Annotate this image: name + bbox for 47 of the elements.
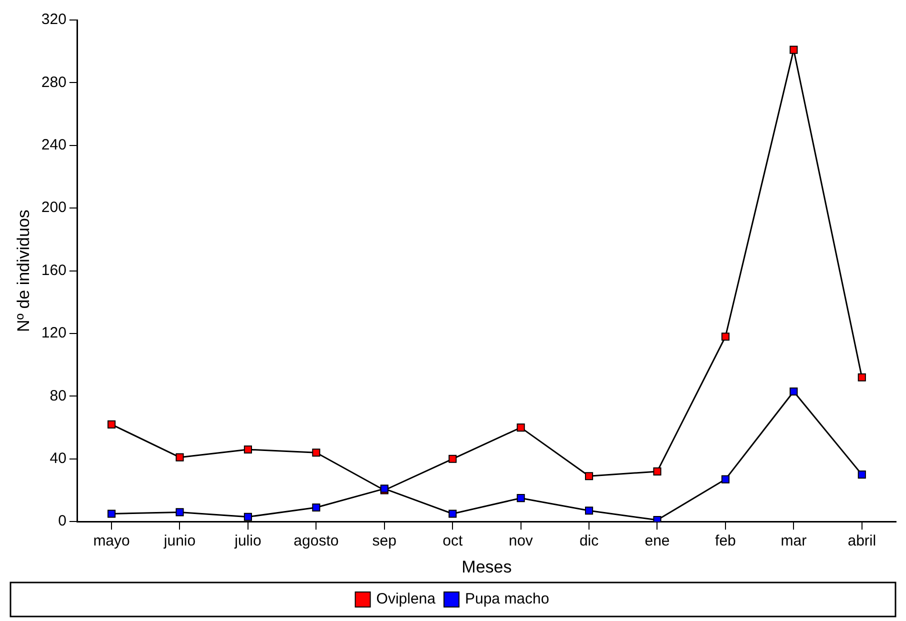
- y-tick-label: 200: [41, 199, 66, 216]
- point: [176, 508, 184, 516]
- x-tick-label: feb: [715, 532, 736, 550]
- y-axis-title: Nº de individuos: [14, 210, 33, 332]
- point: [585, 472, 594, 480]
- x-tick-label: julio: [234, 532, 262, 550]
- point: [244, 445, 252, 454]
- point: [312, 448, 320, 457]
- point: [721, 332, 730, 341]
- y-tick-label: 280: [41, 74, 66, 91]
- point: [790, 46, 798, 54]
- point: [858, 470, 866, 479]
- point: [653, 516, 662, 522]
- x-tick-label: agosto: [294, 532, 339, 550]
- x-tick-label: abril: [848, 532, 876, 550]
- y-tick-label: 80: [50, 387, 66, 404]
- legend-label: Pupa macho: [464, 590, 550, 608]
- x-tick-label: junio: [162, 532, 196, 550]
- y-tick-label: 160: [41, 262, 66, 279]
- point: [653, 467, 662, 476]
- point: [108, 420, 116, 428]
- legend-label: Oviplena: [376, 590, 436, 608]
- y-tick-label: 240: [41, 136, 66, 154]
- x-tick-label: ene: [644, 532, 670, 550]
- x-tick-label: oct: [442, 532, 464, 550]
- y-tick-label: 120: [41, 324, 66, 342]
- x-axis-title: Meses: [462, 557, 512, 576]
- x-tick-label: dic: [579, 532, 600, 550]
- point: [312, 503, 320, 512]
- y-tick-label: 0: [58, 512, 66, 530]
- point: [176, 453, 184, 462]
- x-tick-label: nov: [508, 532, 534, 550]
- point: [448, 510, 457, 518]
- point: [790, 387, 798, 396]
- point: [516, 494, 525, 502]
- point: [585, 506, 594, 515]
- x-tick-label: mayo: [93, 532, 130, 550]
- x-tick-label: mar: [780, 532, 807, 550]
- point: [448, 454, 457, 463]
- point: [721, 475, 730, 484]
- point: [244, 512, 252, 521]
- y-tick-label: 40: [50, 450, 66, 468]
- x-tick-label: sep: [372, 532, 396, 550]
- point: [516, 424, 525, 432]
- y-tick-label: 320: [41, 11, 66, 28]
- point: [858, 373, 866, 382]
- point: [108, 510, 116, 518]
